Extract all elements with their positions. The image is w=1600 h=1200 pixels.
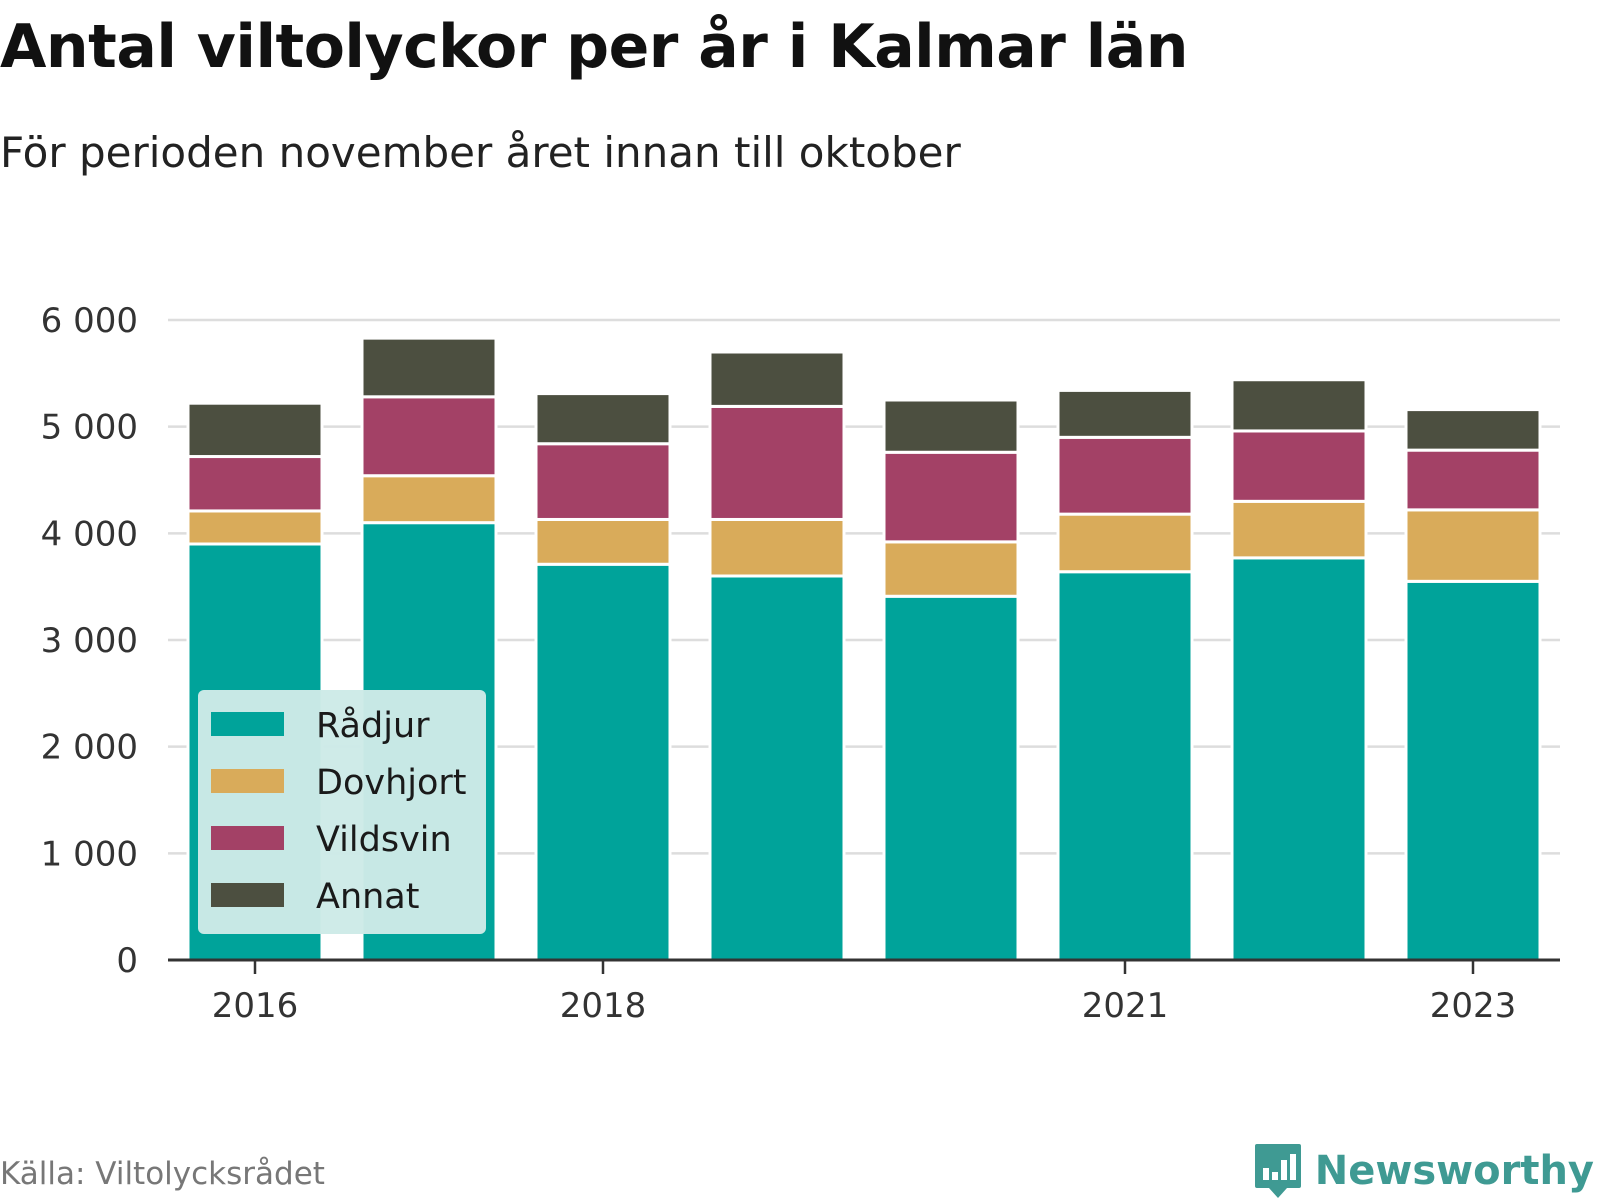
chart-subtitle: För perioden november året innan till ok…	[0, 128, 961, 177]
bar-segment	[534, 517, 672, 566]
source-note: Källa: Viltolycksrådet	[0, 1156, 325, 1192]
bar-segment	[1056, 512, 1194, 574]
bar-segment	[186, 509, 324, 546]
bar-segment	[882, 594, 1020, 962]
legend-box	[198, 690, 486, 934]
y-tick-label: 1 000	[41, 834, 138, 874]
bar-segment	[708, 574, 846, 962]
bar-segment	[186, 401, 324, 459]
bar-segment	[1404, 448, 1542, 512]
newsworthy-logo-icon	[1254, 1144, 1301, 1198]
y-tick-label: 3 000	[41, 621, 138, 661]
bar-segment	[1230, 499, 1368, 560]
legend-swatch	[211, 883, 284, 907]
x-tick-label: 2018	[560, 986, 647, 1026]
bar-segment	[360, 395, 498, 478]
brand-name: Newsworthy	[1314, 1148, 1594, 1194]
legend-swatch	[211, 769, 284, 793]
x-tick-label: 2023	[1430, 986, 1517, 1026]
y-tick-label: 6 000	[41, 301, 138, 341]
legend-swatch	[211, 826, 284, 850]
bar-segment	[708, 350, 846, 408]
bar-segment	[534, 562, 672, 962]
legend-label: Annat	[316, 877, 419, 917]
bar-segment	[882, 398, 1020, 454]
bar-segment	[1404, 408, 1542, 452]
legend-swatch	[211, 712, 284, 736]
bar-segment	[186, 455, 324, 513]
bar-segment	[1404, 579, 1542, 962]
bar-segment	[1056, 435, 1194, 516]
y-tick-label: 2 000	[41, 728, 138, 768]
legend: Rådjur Dovhjort Vildsvin Annat	[198, 690, 486, 934]
y-tick-label: 5 000	[41, 408, 138, 448]
bar-segment	[1056, 388, 1194, 439]
bar-segment	[708, 404, 846, 521]
bar-segment	[708, 517, 846, 578]
x-tick-label: 2021	[1082, 986, 1169, 1026]
legend-label: Rådjur	[316, 705, 430, 746]
bar-segment	[1056, 570, 1194, 962]
bar-segment	[360, 474, 498, 525]
bar-segment	[1230, 378, 1368, 433]
x-tick-label: 2016	[212, 986, 299, 1026]
bar-segment	[534, 392, 672, 446]
legend-label: Vildsvin	[316, 820, 452, 860]
bar-segment	[534, 442, 672, 521]
bar-segment	[1230, 429, 1368, 503]
chart-title: Antal viltolyckor per år i Kalmar län	[0, 12, 1189, 82]
bar-segment	[1404, 508, 1542, 583]
bar-segment	[360, 336, 498, 399]
bar-segment	[882, 540, 1020, 598]
y-tick-label: 4 000	[41, 514, 138, 554]
y-tick-label: 0	[116, 941, 138, 981]
brand-logo: Newsworthy	[1253, 1142, 1594, 1200]
y-axis-tick-labels: 0 1 000 2 000 3 000 4 000 5 000 6 000	[41, 301, 138, 981]
bar-segment	[1230, 556, 1368, 962]
legend-label: Dovhjort	[316, 763, 467, 803]
bar-segment	[882, 450, 1020, 544]
x-axis: 2016 2018 2021 2023	[168, 958, 1560, 1026]
